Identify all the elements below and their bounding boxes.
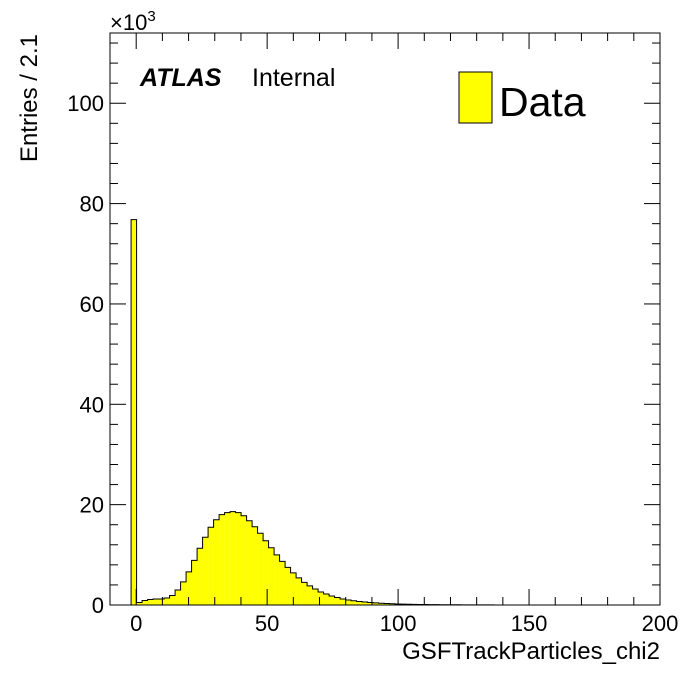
histogram-bar (192, 560, 198, 605)
histogram-bar (263, 541, 269, 605)
histogram-bar (247, 521, 253, 605)
histogram-bar (335, 597, 341, 605)
legend-swatch-data (459, 72, 492, 123)
y-axis-title: Entries / 2.1 (16, 34, 43, 162)
histogram-bar (159, 599, 165, 605)
histogram-bar (131, 220, 137, 605)
atlas-sublabel: Internal (252, 64, 335, 92)
y-tick-label: 40 (80, 392, 104, 417)
histogram-bar (346, 600, 352, 605)
histogram-bar (351, 601, 357, 605)
histogram-bar (148, 599, 154, 605)
x-axis-title: GSFTrackParticles_chi2 (402, 638, 660, 665)
x-tick-label: 150 (511, 611, 548, 636)
histogram-bar (313, 589, 319, 605)
x-tick-label: 100 (380, 611, 417, 636)
histogram-bar (225, 513, 231, 605)
y-tick-label: 80 (80, 192, 104, 217)
x-tick-label: 200 (642, 611, 679, 636)
histogram-bar (175, 590, 181, 605)
histogram-bar (340, 599, 346, 605)
histogram-bar (164, 598, 170, 605)
atlas-label: ATLAS (139, 64, 222, 92)
histogram-bar (142, 600, 148, 605)
y-tick-label: 0 (92, 593, 104, 618)
histogram-bar (329, 596, 335, 605)
histogram-bar (230, 512, 236, 605)
histogram-bar (214, 520, 220, 605)
histogram-bar (219, 515, 225, 605)
histogram-bar (285, 567, 291, 605)
histogram-bar (318, 592, 324, 605)
y-tick-label: 20 (80, 493, 104, 518)
y-tick-label: 100 (67, 91, 104, 116)
histogram-bar (241, 516, 247, 605)
histogram-bar (258, 533, 264, 605)
histogram-bar (203, 537, 209, 605)
histogram-bar (324, 594, 330, 605)
histogram-bar (269, 548, 275, 605)
histogram-bar (208, 527, 214, 605)
histogram-bar (197, 548, 203, 605)
histogram-bar (274, 555, 280, 605)
histogram-bar (252, 527, 257, 605)
histogram-bar (236, 513, 242, 605)
histogram-bar (181, 582, 187, 605)
x-tick-label: 0 (130, 611, 142, 636)
y-tick-label: 60 (80, 292, 104, 317)
histogram-bar (302, 582, 308, 605)
histogram-bar (307, 586, 313, 605)
x-tick-label: 50 (255, 611, 279, 636)
histogram-bar (153, 599, 159, 605)
legend-entry-data: Data (499, 79, 586, 125)
histogram-bar (357, 601, 363, 605)
histogram-bar (170, 595, 176, 605)
histogram-bar (280, 561, 286, 605)
histogram-bar (296, 578, 302, 605)
